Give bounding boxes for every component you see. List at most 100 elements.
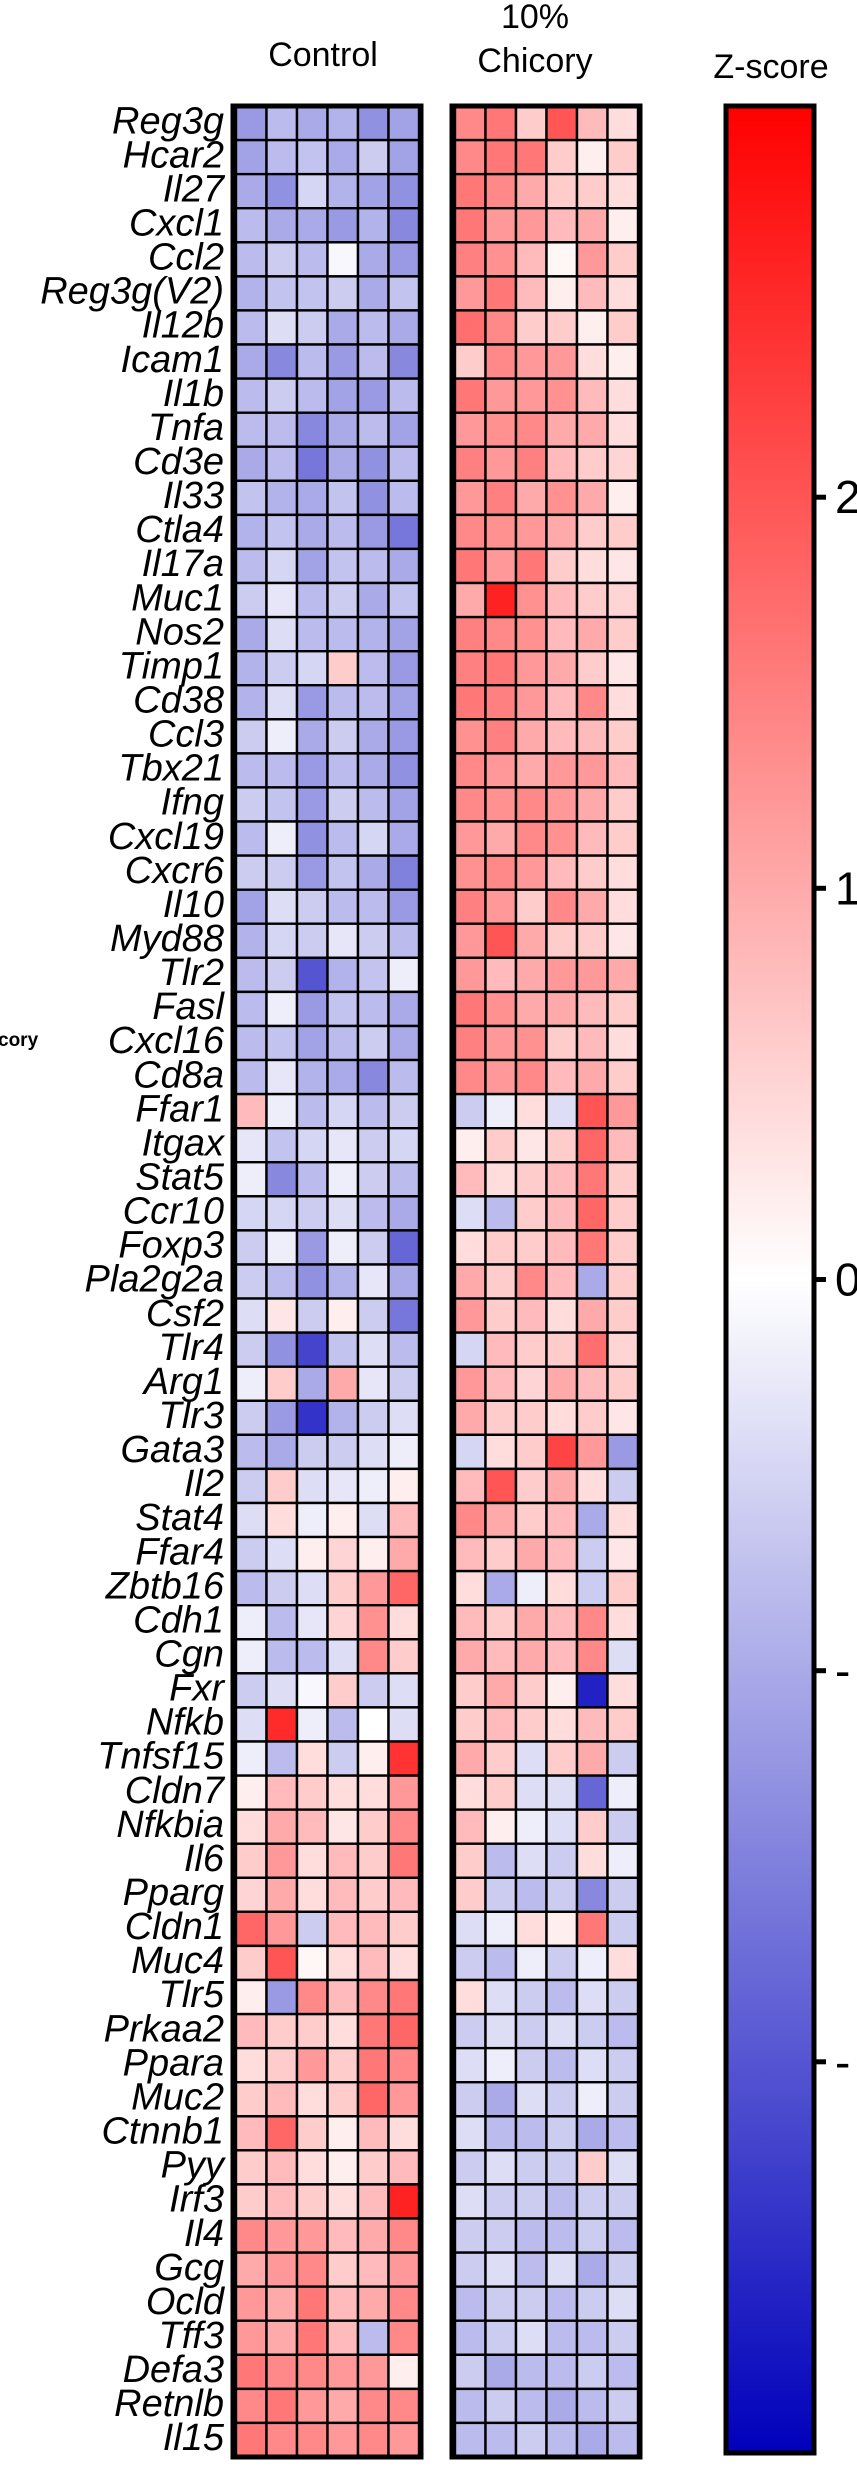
heatmap-cell	[326, 1842, 360, 1879]
heatmap-cell	[575, 1774, 609, 1811]
heatmap-cell	[545, 241, 579, 278]
heatmap-cell	[387, 1433, 421, 1471]
gene-label: Cxcr6	[125, 850, 225, 892]
heatmap-cell	[545, 1126, 579, 1164]
heatmap-cell	[356, 2012, 390, 2050]
heatmap-cell	[453, 547, 487, 585]
heatmap-cell	[387, 172, 421, 210]
heatmap-cell	[234, 956, 268, 994]
heatmap-cell	[514, 1092, 548, 1130]
heatmap-cell	[484, 1092, 518, 1130]
heatmap-cell	[575, 513, 609, 551]
heatmap-cell	[234, 1638, 268, 1675]
heatmap-cell	[356, 1365, 390, 1402]
heatmap-cell	[514, 1876, 548, 1914]
heatmap-cell	[453, 1706, 487, 1743]
heatmap-cell	[453, 1740, 487, 1777]
heatmap-cell	[545, 1024, 579, 1062]
heatmap-cell	[514, 1774, 548, 1811]
heatmap-cell	[265, 2421, 299, 2459]
heatmap-cell	[234, 1944, 268, 1982]
heatmap-cell	[265, 104, 299, 142]
heatmap-cell	[326, 888, 360, 926]
heatmap-cell	[234, 752, 268, 789]
heatmap-cell	[387, 2353, 421, 2391]
heatmap-cell	[514, 1842, 548, 1879]
heatmap-cell	[575, 650, 609, 687]
heatmap-cell	[453, 1024, 487, 1062]
heatmap-cell	[326, 752, 360, 789]
heatmap-cell	[575, 1126, 609, 1164]
heatmap-cell	[484, 1263, 518, 1300]
heatmap-cell	[484, 343, 518, 380]
heatmap-cell	[387, 1195, 421, 1232]
heatmap-cell	[545, 990, 579, 1028]
heatmap-cell	[295, 1603, 329, 1641]
heatmap-cell	[234, 1195, 268, 1232]
heatmap-cell	[606, 513, 640, 551]
heatmap-cell	[514, 2046, 548, 2084]
heatmap-cell	[514, 1331, 548, 1368]
heatmap-cell	[545, 2421, 579, 2459]
heatmap-cell	[453, 1365, 487, 1402]
heatmap-cell	[575, 445, 609, 483]
heatmap-cell	[606, 1944, 640, 1982]
heatmap-cell	[575, 1092, 609, 1130]
gene-label: Cxcl19	[108, 816, 224, 858]
heatmap-cell	[356, 1740, 390, 1777]
heatmap-cell	[545, 2183, 579, 2220]
heatmap-cell	[545, 854, 579, 891]
heatmap-cell	[514, 1399, 548, 1437]
gene-label: Fxr	[169, 1668, 225, 1710]
heatmap-cell	[387, 1569, 421, 1607]
heatmap-cell	[545, 1399, 579, 1437]
heatmap-cell	[484, 1126, 518, 1164]
gene-label: Cd38	[133, 680, 224, 722]
heatmap-cell	[453, 2353, 487, 2391]
heatmap-cell	[326, 1638, 360, 1675]
heatmap-cell	[514, 820, 548, 857]
heatmap-cell	[453, 138, 487, 176]
heatmap-cell	[234, 479, 268, 517]
heatmap-cell	[484, 206, 518, 244]
heatmap-cell	[234, 1706, 268, 1743]
control-frame	[230, 103, 424, 2460]
gene-label: Arg1	[142, 1361, 224, 1403]
heatmap-cell	[484, 241, 518, 278]
heatmap-cell	[356, 445, 390, 483]
heatmap-cell	[326, 445, 360, 483]
heatmap-cell	[326, 581, 360, 619]
heatmap-cell	[575, 718, 609, 755]
heatmap-cell	[356, 1808, 390, 1845]
heatmap-cell	[545, 275, 579, 312]
gene-label: Il12b	[142, 305, 224, 347]
heatmap-cell	[265, 820, 299, 857]
heatmap-cell	[514, 2319, 548, 2356]
gene-label: Tlr4	[159, 1327, 224, 1369]
heatmap-cell	[295, 2421, 329, 2459]
heatmap-cell	[356, 956, 390, 994]
heatmap-cell	[545, 172, 579, 210]
heatmap-cell	[484, 513, 518, 551]
heatmap-cell	[514, 2285, 548, 2322]
gene-label: Tlr5	[159, 1974, 225, 2016]
heatmap-cell	[606, 615, 640, 653]
heatmap-cell	[575, 2217, 609, 2254]
gene-label: Irf3	[169, 2179, 224, 2221]
heatmap-cell	[265, 377, 299, 414]
heatmap-cell	[575, 922, 609, 960]
heatmap-cell	[453, 1672, 487, 1709]
heatmap-cell	[484, 2285, 518, 2322]
heatmap-cell	[514, 2353, 548, 2391]
heatmap-cell	[575, 377, 609, 414]
heatmap-cell	[265, 513, 299, 551]
heatmap-cell	[265, 1569, 299, 1607]
heatmap-cell	[453, 513, 487, 551]
heatmap-cell	[545, 206, 579, 244]
heatmap-cell	[453, 2285, 487, 2322]
heatmap-cell	[295, 1160, 329, 1198]
heatmap-cell	[265, 1910, 299, 1948]
heatmap-cell	[453, 2387, 487, 2425]
heatmap-cell	[453, 581, 487, 619]
heatmap-cell	[326, 1024, 360, 1062]
